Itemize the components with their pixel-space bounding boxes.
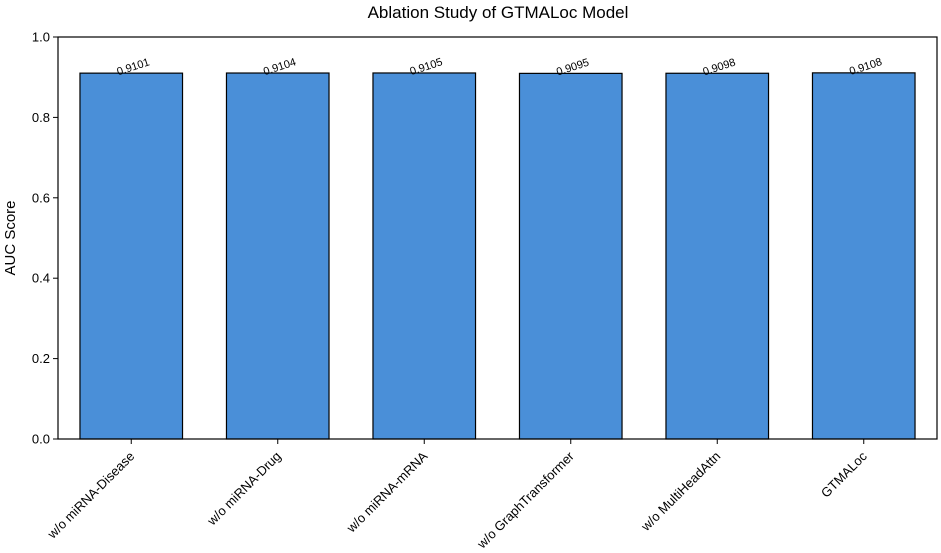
chart-title: Ablation Study of GTMALoc Model <box>368 3 629 22</box>
bar-0 <box>79 72 184 440</box>
x-tick-label-4: w/o MultiHeadAttn <box>637 449 723 535</box>
bar-1 <box>225 72 330 440</box>
x-tick-label-1: w/o miRNA-Drug <box>204 449 284 529</box>
x-tick-label-0: w/o miRNA-Disease <box>44 449 138 543</box>
x-tick-label-3: w/o GraphTransformer <box>473 448 577 552</box>
plot-frame <box>57 36 938 440</box>
y-tick-label-1: 0.2 <box>32 351 50 366</box>
bar-4 <box>665 72 770 440</box>
x-tick-label-2: w/o miRNA-mRNA <box>343 448 431 536</box>
bar-2 <box>372 72 477 440</box>
axes-layer <box>53 36 938 444</box>
y-tick-label-4: 0.8 <box>32 110 50 125</box>
bar-3 <box>518 72 623 440</box>
y-axis-label: AUC Score <box>2 200 19 275</box>
x-tick-label-5: GTMALoc <box>818 448 870 500</box>
y-tick-label-3: 0.6 <box>32 190 50 205</box>
y-tick-label-0: 0.0 <box>32 432 50 447</box>
bar-5 <box>811 72 916 440</box>
bars-layer <box>79 72 916 440</box>
y-tick-label-5: 1.0 <box>32 30 50 45</box>
y-tick-label-2: 0.4 <box>32 271 50 286</box>
